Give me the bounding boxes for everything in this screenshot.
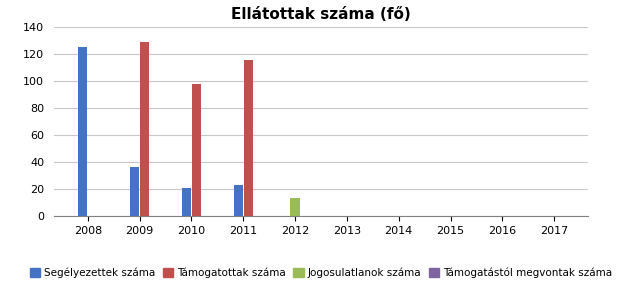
Bar	[140, 42, 150, 216]
Bar	[290, 199, 300, 216]
Bar	[192, 84, 202, 216]
Bar	[130, 167, 139, 216]
Title: Ellátottak száma (fő): Ellátottak száma (fő)	[231, 7, 411, 22]
Bar	[182, 188, 191, 216]
Bar	[78, 47, 87, 216]
Bar	[234, 185, 243, 216]
Legend: Segélyezettek száma, Támogatottak száma, Jogosulatlanok száma, Támogatástól megv: Segélyezettek száma, Támogatottak száma,…	[25, 264, 617, 283]
Bar	[244, 60, 253, 216]
